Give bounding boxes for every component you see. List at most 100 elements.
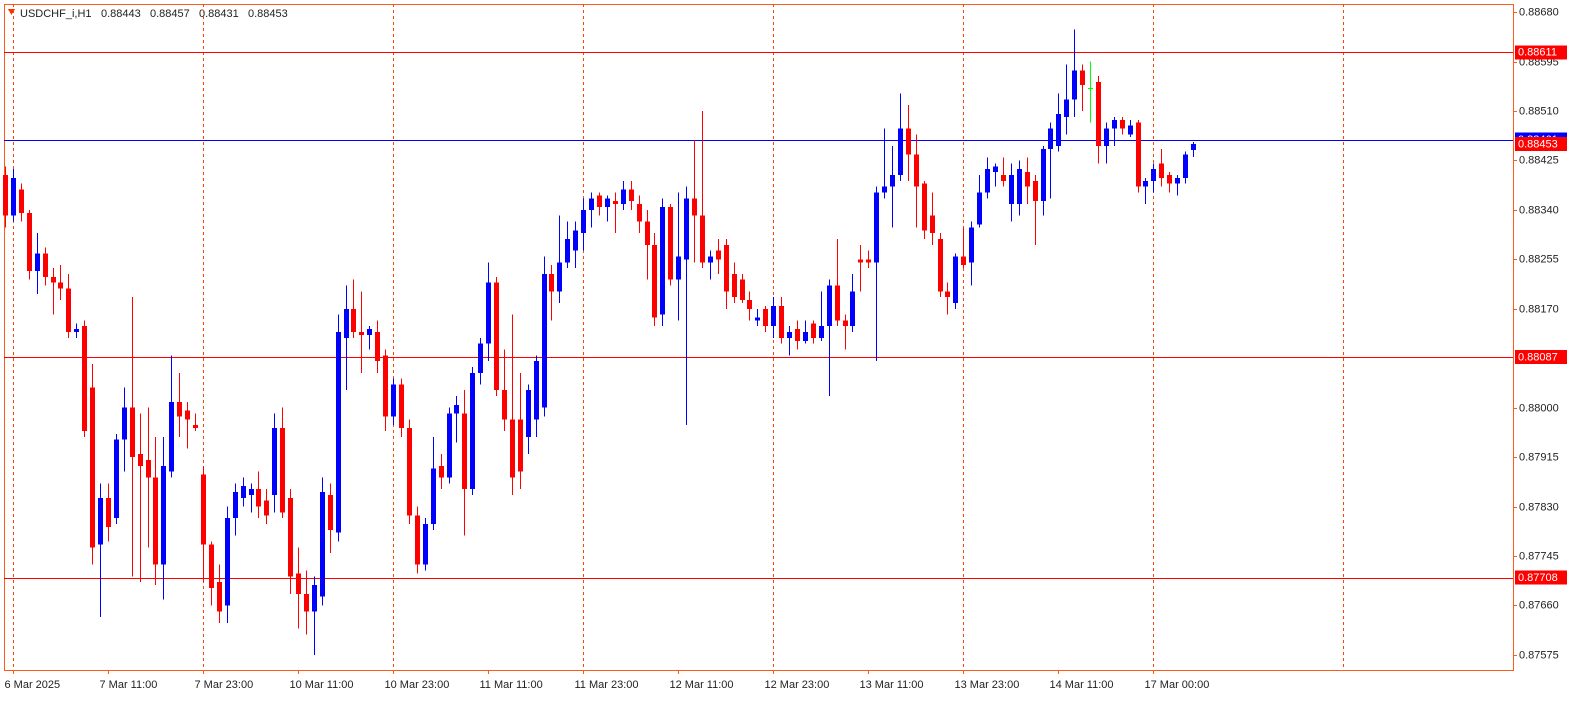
- candle-body: [565, 238, 570, 263]
- candle-body: [328, 494, 333, 530]
- candle-body: [146, 460, 151, 478]
- candle-body: [1056, 113, 1061, 146]
- candle-body: [177, 401, 182, 417]
- candle-body: [668, 206, 673, 280]
- candle-body: [985, 169, 990, 193]
- candle-body: [573, 230, 578, 251]
- candle-body: [938, 238, 943, 292]
- candle-body: [1033, 180, 1038, 202]
- candle-body: [526, 390, 531, 437]
- candle-body: [843, 320, 848, 327]
- x-tick-label: 11 Mar 11:00: [480, 679, 543, 691]
- candle-body: [383, 355, 388, 417]
- level-label-box: [1515, 350, 1567, 365]
- candle-body: [906, 128, 911, 155]
- candle-body: [280, 428, 285, 513]
- candle-body: [1128, 125, 1133, 135]
- candle-body: [684, 198, 689, 260]
- y-tick-label: 0.88000: [1519, 402, 1559, 414]
- y-tick-label: 0.87830: [1519, 501, 1559, 513]
- candle-body: [1167, 175, 1172, 184]
- candle-body: [1064, 99, 1069, 117]
- candle-body: [106, 497, 111, 527]
- candle-body: [969, 227, 974, 263]
- candle-body: [1048, 128, 1053, 149]
- candle-body: [835, 285, 840, 321]
- x-tick-label: 17 Mar 00:00: [1145, 679, 1210, 691]
- candle-body: [11, 177, 16, 216]
- candle-body: [66, 288, 71, 333]
- candle-body: [43, 253, 48, 277]
- candle-body: [502, 390, 507, 420]
- candle-body: [122, 407, 127, 440]
- candle-body: [700, 215, 705, 263]
- candle-body: [716, 250, 721, 260]
- candle-body: [961, 256, 966, 266]
- candle-body: [803, 332, 808, 341]
- candle-body: [763, 308, 768, 327]
- x-tick-label: 6 Mar 2025: [5, 679, 61, 691]
- candle-body: [423, 524, 428, 565]
- candle-body: [447, 413, 452, 478]
- candle-body: [367, 329, 372, 335]
- x-tick-label: 10 Mar 11:00: [290, 679, 354, 691]
- plot-frame: [4, 4, 1514, 671]
- candle-body: [874, 192, 879, 263]
- x-tick-label: 14 Mar 11:00: [1050, 679, 1114, 691]
- candle-body: [922, 183, 927, 231]
- candle-body: [35, 253, 40, 271]
- candle-body: [1009, 175, 1014, 205]
- candle-body: [953, 256, 958, 303]
- x-tick-label: 13 Mar 23:00: [955, 679, 1020, 691]
- candle-body: [415, 515, 420, 565]
- level-label-box: [1515, 45, 1567, 60]
- level-label: 0.88611: [1518, 47, 1557, 59]
- candle-body: [945, 291, 950, 298]
- candle-body: [534, 361, 539, 420]
- candle-body: [993, 166, 998, 173]
- level-label: 0.88087: [1518, 351, 1558, 363]
- candle-body: [732, 273, 737, 298]
- candle-body: [320, 492, 325, 597]
- y-tick-label: 0.87660: [1519, 599, 1559, 611]
- candle-body: [1151, 169, 1156, 181]
- candle-body: [819, 326, 824, 338]
- x-tick-label: 7 Mar 23:00: [195, 679, 254, 691]
- candle-body: [185, 410, 190, 420]
- y-tick-label: 0.87915: [1519, 451, 1559, 463]
- candle-body: [153, 477, 158, 565]
- candle-body: [518, 419, 523, 472]
- x-tick-label: 13 Mar 11:00: [860, 679, 924, 691]
- candle-body: [19, 189, 24, 213]
- candle-body: [478, 343, 483, 373]
- candle-body: [621, 189, 626, 205]
- y-tick-label: 0.88510: [1519, 105, 1559, 117]
- candle-body: [470, 372, 475, 490]
- x-tick-label: 7 Mar 11:00: [100, 679, 158, 691]
- candle-body: [241, 486, 246, 498]
- candle-body: [27, 212, 32, 271]
- candle-body: [898, 128, 903, 176]
- candle-body: [866, 259, 871, 263]
- candle-body: [114, 439, 119, 519]
- candle-body: [272, 428, 277, 495]
- candle-body: [3, 175, 8, 216]
- candle-body: [233, 492, 238, 519]
- candle-body: [98, 497, 103, 545]
- candle-body: [581, 209, 586, 234]
- candle-body: [882, 186, 887, 193]
- candle-body: [1096, 81, 1101, 146]
- candle-body: [82, 326, 87, 431]
- candle-body: [645, 221, 650, 245]
- y-tick-label: 0.87575: [1519, 649, 1559, 661]
- candle-body: [708, 256, 713, 263]
- x-tick-label: 12 Mar 23:00: [765, 679, 830, 691]
- candle-body: [304, 593, 309, 612]
- candle-body: [256, 489, 261, 507]
- candle-body: [827, 285, 832, 327]
- candle-body: [613, 201, 618, 205]
- last-low: 0.88431: [199, 8, 239, 20]
- candle-body: [858, 259, 863, 263]
